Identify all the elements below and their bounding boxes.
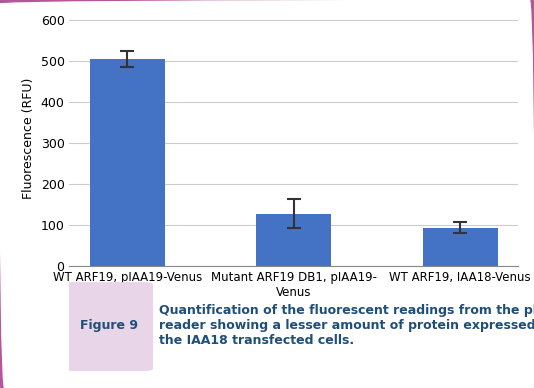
- Text: Quantification of the fluorescent readings from the plate
reader showing a lesse: Quantification of the fluorescent readin…: [159, 304, 534, 347]
- Y-axis label: Fluorescence (RFU): Fluorescence (RFU): [22, 78, 35, 199]
- Bar: [423, 228, 498, 266]
- Bar: [256, 214, 331, 266]
- Bar: [90, 59, 164, 266]
- Text: Figure 9: Figure 9: [80, 319, 138, 332]
- FancyBboxPatch shape: [65, 283, 152, 370]
